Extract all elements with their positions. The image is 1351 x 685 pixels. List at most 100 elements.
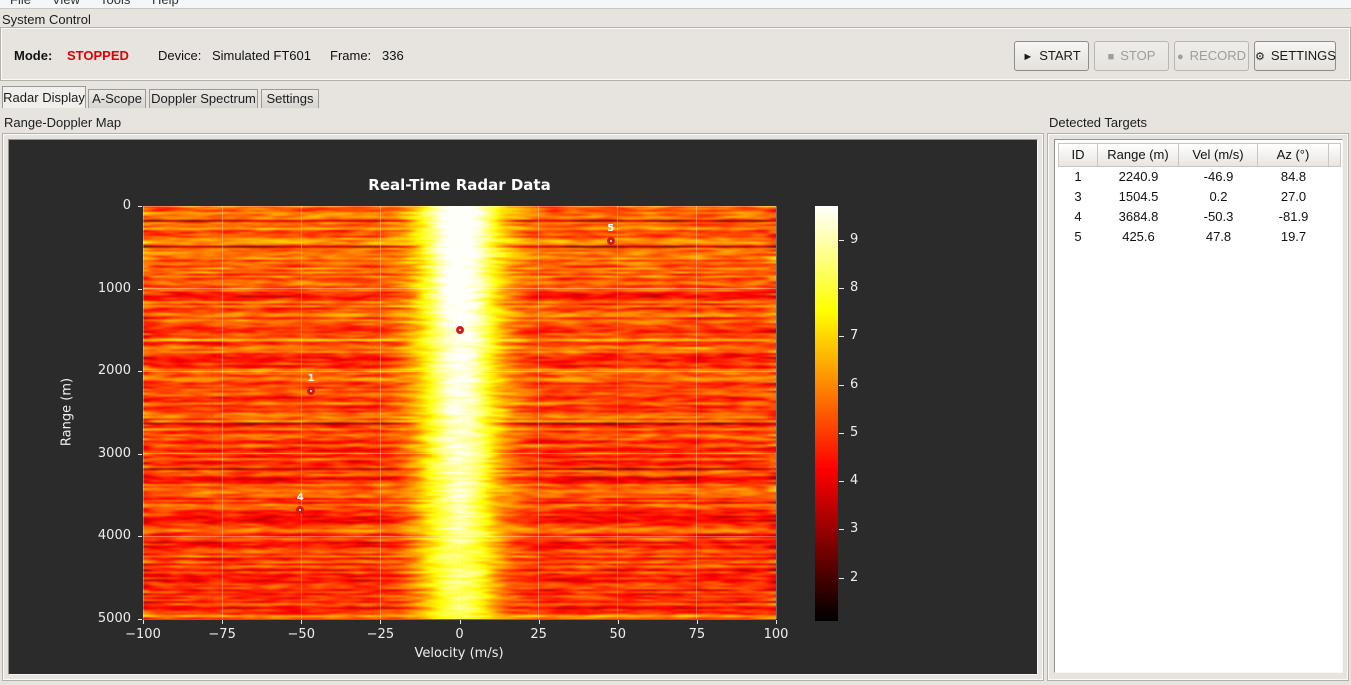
colorbar-tick-mark [839,336,844,338]
gridline-horizontal [143,535,776,537]
table-cell: 19.7 [1280,229,1307,244]
x-tick-label: 50 [609,627,627,642]
tab-doppler-spectrum[interactable]: Doppler Spectrum [149,89,258,108]
y-tick-mark [138,371,142,373]
x-tick-label: 75 [688,627,706,642]
y-tick-mark [138,288,142,290]
menu-item-tools[interactable]: Tools [100,0,130,7]
start-button[interactable]: ► START [1014,41,1089,71]
table-row[interactable]: 3 1504.5 0.2 27.0 [1058,187,1339,207]
gridline-vertical [538,206,540,619]
gridline-vertical [300,206,302,619]
frame-label: Frame: [330,48,372,63]
x-tick-mark [222,620,224,624]
colorbar-tick-mark [839,481,844,483]
colorbar-tick-label: 7 [850,328,859,344]
table-row[interactable]: 4 3684.8 -50.3 -81.9 [1058,207,1339,227]
table-cell: 1 [1074,169,1082,184]
target-marker-5 [606,237,615,246]
y-tick-label: 2000 [97,363,131,379]
table-cell: -50.3 [1203,209,1234,224]
gridline-horizontal [143,288,776,290]
colorbar-tick-label: 9 [850,231,859,247]
x-tick-mark [459,620,461,624]
table-row[interactable]: 5 425.6 47.8 19.7 [1058,227,1339,247]
gridline-horizontal [143,453,776,455]
record-icon: ● [1177,51,1184,63]
colorbar [815,206,838,621]
gridline-vertical [696,206,698,619]
y-tick-mark [138,619,142,620]
colorbar-tick-mark [839,529,844,531]
gridline-horizontal [143,370,776,372]
gridline-vertical [775,206,777,619]
colorbar-tick-label: 3 [850,521,859,537]
y-axis-label: Range (m) [59,377,75,447]
gridline-vertical [221,206,223,619]
table-cell: 425.6 [1122,229,1155,244]
stop-button-label: STOP [1120,48,1156,63]
column-header-filler [1329,143,1341,167]
target-marker-1 [307,387,316,396]
colorbar-tick-label: 5 [850,424,859,440]
frame-value: 336 [382,48,404,63]
x-tick-label: 25 [530,627,547,642]
settings-button[interactable]: ⚙ SETTINGS [1254,41,1336,71]
table-cell: -46.9 [1203,169,1234,184]
column-header-vel-m-s[interactable]: Vel (m/s) [1179,143,1258,167]
colorbar-tick-label: 4 [850,473,859,489]
gridline-vertical [459,206,460,619]
tab-radar-display[interactable]: Radar Display [2,86,86,108]
device-value: Simulated FT601 [212,48,311,63]
table-cell: 0.2 [1209,189,1228,204]
target-marker-label-3: 3 [456,312,464,324]
table-cell: 27.0 [1280,189,1307,204]
detected-targets-title: Detected Targets [1049,115,1148,130]
colorbar-tick-mark [839,577,844,579]
y-tick-mark [138,453,142,455]
table-cell: 2240.9 [1118,169,1159,184]
gridline-vertical [617,206,619,619]
column-header-range-m[interactable]: Range (m) [1098,143,1179,167]
target-marker-3 [456,326,465,335]
y-tick-mark [138,536,142,538]
colorbar-tick-mark [839,384,844,386]
column-header-az[interactable]: Az (°) [1258,143,1329,167]
play-icon: ► [1022,51,1034,63]
colorbar-tick-mark [839,432,844,434]
table-cell: -81.9 [1278,209,1309,224]
detected-targets-frame [1047,133,1349,681]
tab-a-scope[interactable]: A-Scope [88,89,146,108]
range-doppler-map-frame [2,133,1044,681]
colorbar-tick-label: 8 [850,280,859,296]
colorbar-tick-label: 2 [850,569,859,585]
range-doppler-heatmap [143,206,776,619]
menu-item-file[interactable]: File [10,0,31,7]
x-tick-mark [538,620,540,624]
table-cell: 3 [1074,189,1082,204]
gear-icon: ⚙ [1255,51,1265,63]
x-tick-label: −100 [125,627,161,642]
table-row[interactable]: 1 2240.9 -46.9 84.8 [1058,167,1339,187]
menu-item-view[interactable]: View [52,0,80,7]
column-header-id[interactable]: ID [1058,143,1098,167]
table-cell: 4 [1074,209,1082,224]
table-cell: 84.8 [1280,169,1307,184]
table-cell: 3684.8 [1118,209,1159,224]
record-button-label: RECORD [1189,48,1246,63]
y-tick-mark [138,206,142,207]
table-cell: 5 [1074,229,1082,244]
gridline-vertical [142,206,144,619]
menu-item-help[interactable]: Help [152,0,179,7]
x-tick-label: −75 [208,627,236,642]
colorbar-tick-label: 6 [850,376,859,392]
x-tick-label: −25 [366,627,395,642]
tab-settings[interactable]: Settings [261,89,319,108]
radar-plot-panel: Real-Time Radar Data Velocity (m/s) Rang… [8,139,1038,675]
x-tick-label: 0 [455,627,464,642]
x-tick-mark [696,620,698,624]
menu-bar: File View Tools Help [0,0,1351,9]
mode-label: Mode: [14,48,53,63]
table-cell: 1504.5 [1118,189,1159,204]
